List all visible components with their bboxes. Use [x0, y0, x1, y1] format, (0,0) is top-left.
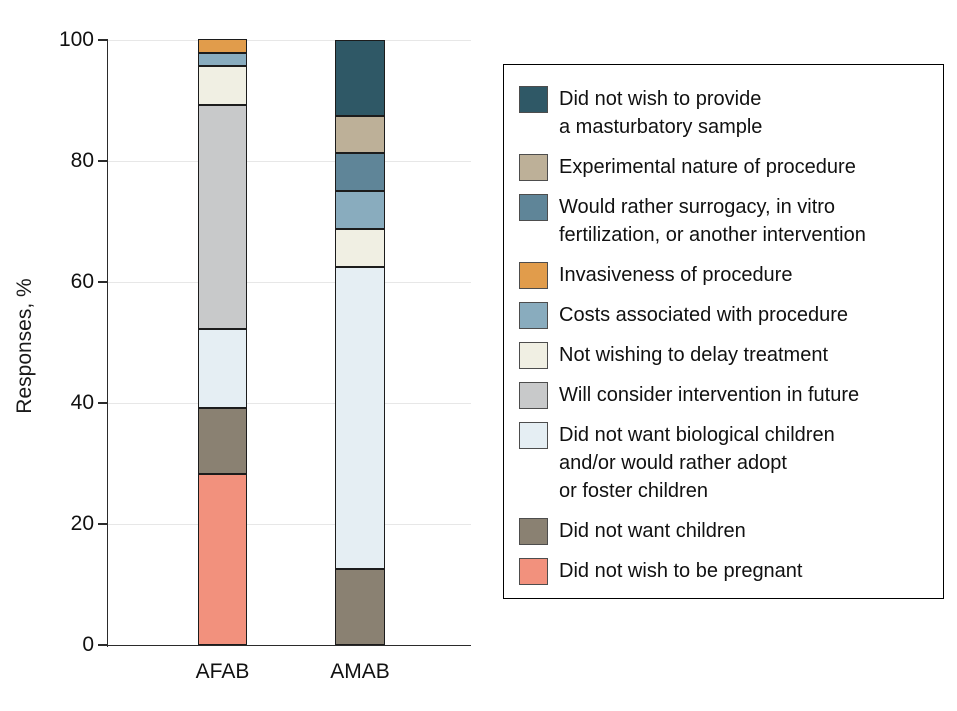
y-tick-label: 20 [70, 512, 94, 535]
legend-row: Did not want biological children and/or … [519, 421, 929, 505]
gridline [108, 524, 471, 525]
legend-label: Did not want children [559, 520, 746, 542]
legend-row: Will consider intervention in future [519, 381, 929, 409]
bar-segment [335, 115, 385, 154]
y-tick [98, 644, 108, 646]
y-tick-label: 40 [70, 391, 94, 414]
bar-segment [198, 329, 247, 408]
y-axis-title: Responses, % [13, 278, 36, 414]
legend-label: Would rather surrogacy, in vitro fertili… [559, 196, 866, 246]
bar-segment [198, 407, 247, 474]
y-axis-line [106, 40, 108, 647]
bar-segment [198, 52, 247, 67]
legend-row: Experimental nature of procedure [519, 153, 929, 181]
y-tick-label: 80 [70, 149, 94, 172]
legend-row: Not wishing to delay treatment [519, 341, 929, 369]
y-tick-label: 0 [82, 633, 94, 656]
legend-swatch [519, 342, 548, 369]
y-tick-label: 60 [70, 270, 94, 293]
bar-segment [335, 153, 385, 192]
legend-row: Invasiveness of procedure [519, 261, 929, 289]
legend-row: Would rather surrogacy, in vitro fertili… [519, 193, 929, 249]
legend-swatch [519, 382, 548, 409]
bar-amab [335, 40, 385, 645]
legend-label: Not wishing to delay treatment [559, 344, 829, 366]
legend-swatch [519, 86, 548, 113]
legend-row: Costs associated with procedure [519, 301, 929, 329]
y-tick [98, 402, 108, 404]
legend-label: Experimental nature of procedure [559, 156, 856, 178]
bar-afab [198, 39, 247, 645]
bar-segment [335, 191, 385, 230]
x-axis-line [108, 644, 471, 646]
bar-segment [335, 569, 385, 645]
legend-swatch [519, 154, 548, 181]
legend: Did not wish to provide a masturbatory s… [503, 64, 944, 599]
legend-swatch [519, 262, 548, 289]
y-tick [98, 160, 108, 162]
x-tick-label: AMAB [330, 660, 390, 683]
y-tick [98, 523, 108, 525]
legend-label: Costs associated with procedure [559, 304, 849, 326]
legend-swatch [519, 302, 548, 329]
bar-segment [198, 473, 247, 645]
legend-row: Did not wish to provide a masturbatory s… [519, 85, 929, 141]
legend-row: Did not wish to be pregnant [519, 557, 929, 585]
legend-swatch [519, 518, 548, 545]
gridline [108, 403, 471, 404]
legend-row: Did not want children [519, 517, 929, 545]
bar-segment [335, 266, 385, 570]
legend-swatch [519, 422, 548, 449]
gridline [108, 161, 471, 162]
bar-segment [198, 66, 247, 106]
legend-swatch [519, 194, 548, 221]
y-tick [98, 281, 108, 283]
legend-label: Did not wish to be pregnant [559, 560, 803, 582]
legend-label: Will consider intervention in future [559, 384, 860, 406]
y-tick [98, 39, 108, 41]
bar-segment [198, 39, 247, 53]
gridline [108, 40, 471, 41]
legend-label: Did not wish to provide a masturbatory s… [559, 88, 763, 138]
gridline [108, 282, 471, 283]
y-tick-label: 100 [58, 28, 94, 51]
legend-label: Invasiveness of procedure [559, 264, 793, 286]
x-tick-label: AFAB [195, 660, 250, 683]
legend-swatch [519, 558, 548, 585]
bar-segment [335, 40, 385, 116]
legend-label: Did not want biological children and/or … [559, 424, 835, 502]
bar-segment [335, 229, 385, 267]
bar-segment [198, 105, 247, 330]
